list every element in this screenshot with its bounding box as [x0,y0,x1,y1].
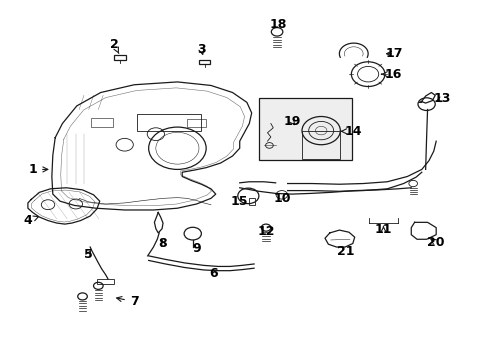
Text: 21: 21 [337,245,354,258]
Bar [186,119,206,127]
Bar [97,279,113,284]
Text: 17: 17 [385,47,402,60]
Text: 11: 11 [374,223,391,236]
Text: 7: 7 [117,295,139,308]
Bar [258,98,351,159]
Text: 12: 12 [257,225,274,238]
Bar [114,55,125,60]
Text: 5: 5 [84,248,93,261]
Text: 9: 9 [192,242,201,255]
Bar [302,131,340,159]
Text: 8: 8 [159,237,167,250]
Text: 19: 19 [283,115,301,128]
Text: 15: 15 [230,195,248,208]
Text: 3: 3 [197,43,205,56]
Bar [91,118,112,127]
Text: 10: 10 [273,192,290,205]
Text: 13: 13 [432,93,450,105]
Text: 2: 2 [109,38,119,54]
Text: 16: 16 [381,68,401,81]
Text: 18: 18 [269,18,286,31]
Text: 1: 1 [28,163,48,176]
Text: 14: 14 [341,125,362,138]
Bar [249,198,255,206]
Bar [199,60,210,64]
Text: 20: 20 [427,236,444,249]
Bar [137,114,201,131]
Text: 6: 6 [208,267,217,280]
Text: 4: 4 [23,214,39,227]
